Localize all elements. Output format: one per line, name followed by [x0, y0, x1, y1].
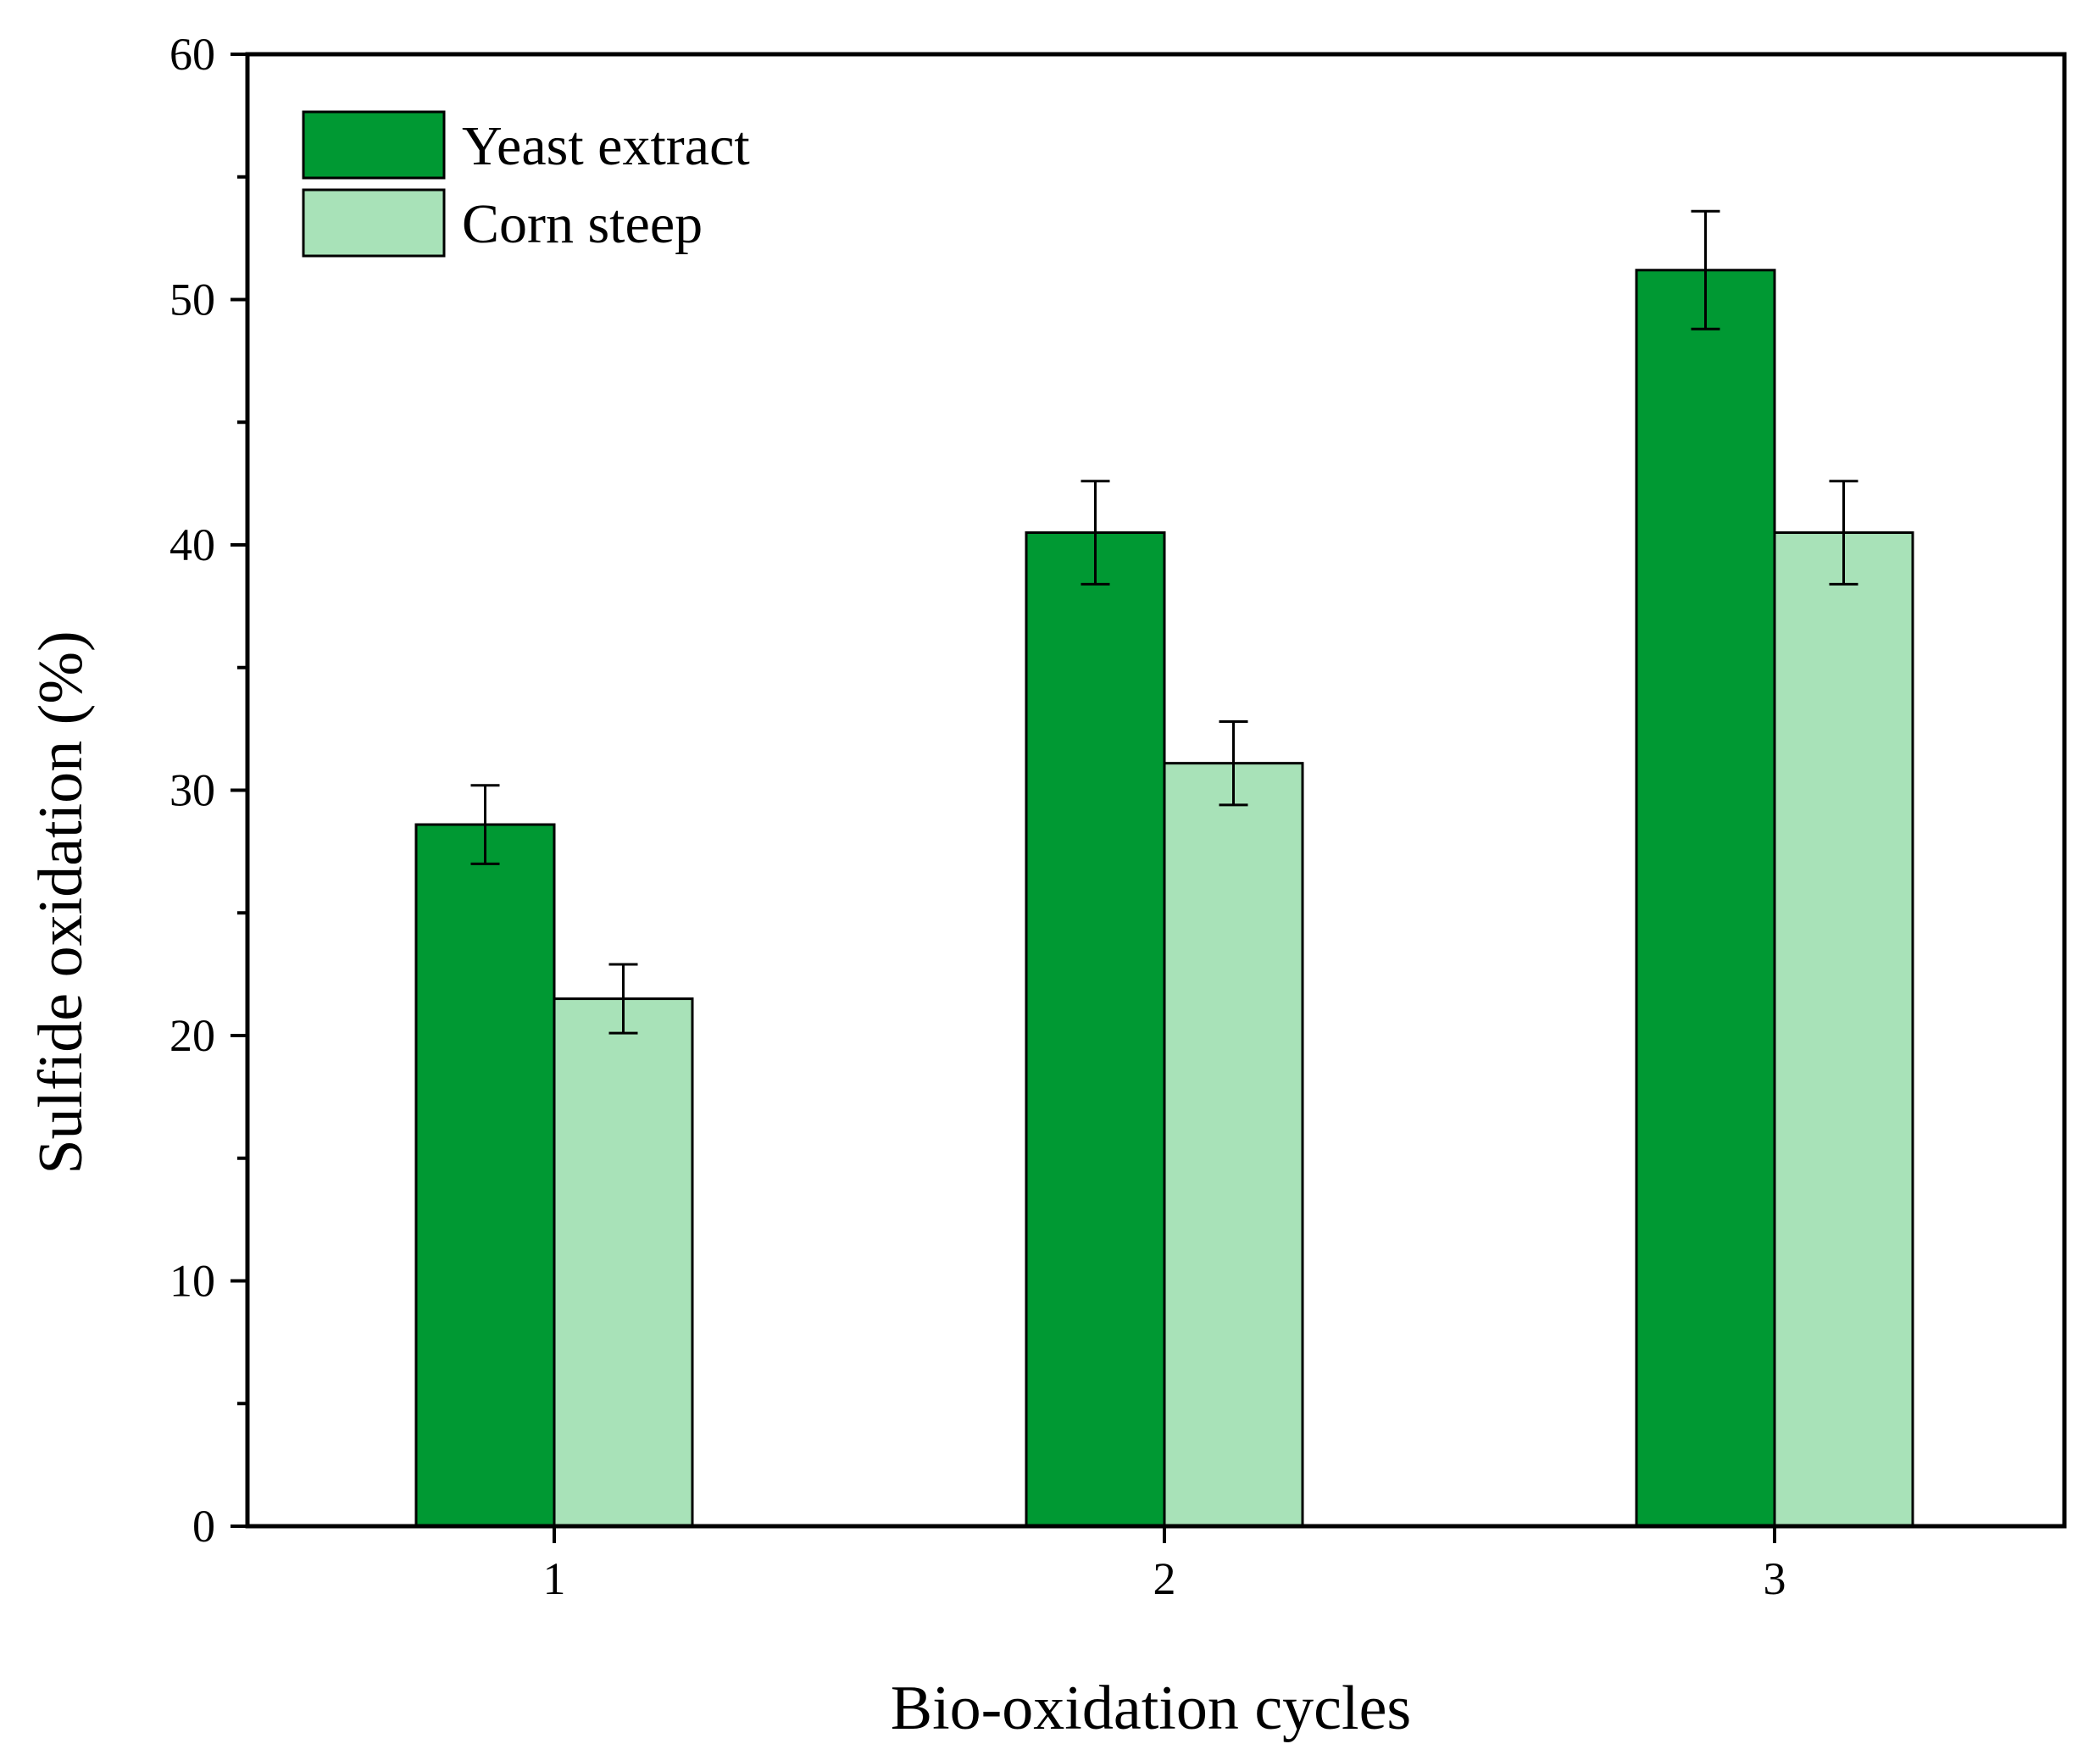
x-tick-label-1: 1	[543, 1553, 566, 1604]
error-bars-layer	[470, 209, 1858, 1035]
x-ticks-layer: 1 2 3	[543, 1526, 1786, 1604]
y-tick-label-0: 0	[192, 1501, 215, 1552]
y-axis-label: Sulfide oxidation (%)	[26, 630, 96, 1174]
error-bar-yeast-extract-cycle-1	[470, 784, 500, 865]
y-tick-label-60: 60	[169, 29, 215, 80]
bar-yeast-extract-cycle-2	[1025, 531, 1166, 1528]
error-bar-yeast-extract-cycle-2	[1081, 480, 1110, 586]
bar-yeast-extract-cycle-3	[1635, 269, 1776, 1528]
bar-corn-steep-cycle-3	[1773, 531, 1914, 1528]
bar-corn-steep-cycle-2	[1163, 762, 1304, 1528]
x-tick-label-2: 2	[1153, 1553, 1176, 1604]
bar-yeast-extract-cycle-1	[414, 823, 556, 1528]
y-tick-label-20: 20	[169, 1010, 215, 1061]
error-bar-corn-steep-cycle-2	[1219, 719, 1248, 807]
y-ticks-layer: 0 10 20 30 40 50 60	[169, 29, 247, 1552]
legend-label-corn-steep: Corn steep	[462, 193, 703, 255]
x-tick-label-3: 3	[1764, 1553, 1786, 1604]
legend-swatch-corn-steep	[302, 188, 446, 258]
bars-layer	[414, 269, 1914, 1528]
y-tick-label-50: 50	[169, 275, 215, 325]
y-tick-label-40: 40	[169, 519, 215, 570]
error-bar-corn-steep-cycle-3	[1829, 480, 1858, 586]
legend: Yeast extract Corn steep	[302, 110, 750, 258]
x-axis-label: Bio-oxidation cycles	[891, 1674, 1411, 1743]
legend-label-yeast-extract: Yeast extract	[462, 115, 750, 177]
bar-corn-steep-cycle-1	[553, 997, 694, 1528]
y-tick-label-10: 10	[169, 1256, 215, 1307]
error-bar-yeast-extract-cycle-3	[1691, 209, 1720, 330]
y-tick-label-30: 30	[169, 765, 215, 816]
legend-swatch-yeast-extract	[302, 110, 446, 180]
error-bar-corn-steep-cycle-1	[608, 963, 638, 1035]
